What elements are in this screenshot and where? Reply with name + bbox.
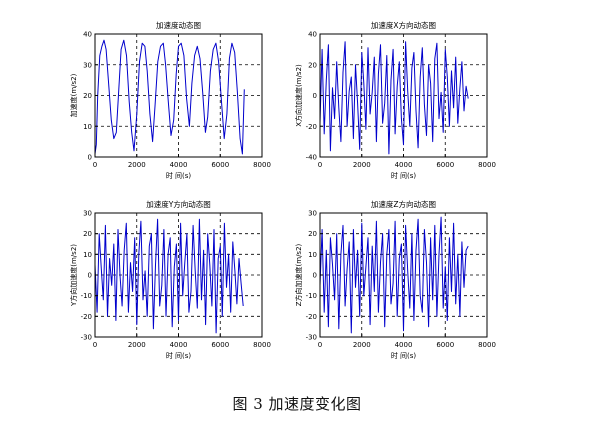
y-axis-label: X方向加速度(m/s2) [294, 64, 303, 127]
y-tick-label: 0 [313, 92, 317, 100]
y-tick-label: 10 [83, 251, 92, 259]
y-tick-label: -10 [306, 292, 317, 300]
y-tick-label: 20 [83, 92, 92, 100]
series-line-1 [319, 41, 469, 155]
y-tick-label: 10 [83, 123, 92, 131]
x-tick-label: 4000 [170, 161, 188, 169]
series-line-1 [94, 39, 245, 155]
y-tick-label: 10 [308, 251, 317, 259]
x-tick-label: 6000 [436, 341, 454, 349]
series-line-1 [319, 216, 469, 334]
x-tick-label: 0 [318, 341, 322, 349]
x-tick-label: 2000 [353, 161, 371, 169]
x-axis-label: 时 间(s) [166, 351, 192, 360]
y-axis-label: 加速度(m/s2) [69, 73, 78, 117]
x-tick-label: 8000 [253, 161, 271, 169]
x-tick-label: 8000 [253, 341, 271, 349]
y-tick-label: -20 [306, 313, 317, 321]
y-tick-label: -30 [306, 334, 317, 342]
x-tick-label: 4000 [395, 161, 413, 169]
y-tick-label: 20 [83, 230, 92, 238]
x-axis-label: 时 间(s) [391, 171, 417, 180]
x-tick-label: 6000 [436, 161, 454, 169]
y-tick-label: -40 [306, 154, 317, 162]
x-tick-label: 2000 [128, 161, 146, 169]
x-tick-label: 8000 [478, 341, 496, 349]
chart-panel-3: 0 2000 4000 6000 8000 -30 -20 -10 0 10 20 30 加速度Y方向动… [69, 199, 271, 360]
series-line-1 [94, 218, 244, 334]
chart-title: 加速度Z方向动态图 [371, 199, 436, 209]
y-tick-label: -10 [81, 292, 92, 300]
y-tick-label: -20 [81, 313, 92, 321]
x-tick-label: 6000 [211, 161, 229, 169]
x-tick-label: 2000 [353, 341, 371, 349]
y-tick-label: 0 [88, 154, 92, 162]
y-tick-label: 30 [83, 61, 92, 69]
y-tick-label: -20 [306, 123, 317, 131]
x-tick-label: 4000 [170, 341, 188, 349]
x-tick-label: 6000 [211, 341, 229, 349]
y-tick-label: -30 [81, 334, 92, 342]
y-tick-label: 40 [83, 31, 92, 39]
y-tick-label: 20 [308, 61, 317, 69]
x-tick-label: 8000 [478, 161, 496, 169]
y-tick-label: 20 [308, 230, 317, 238]
x-tick-label: 0 [318, 161, 322, 169]
y-tick-label: 40 [308, 31, 317, 39]
y-tick-label: 0 [88, 272, 92, 280]
chart-panel-4: 0 2000 4000 6000 8000 -30 -20 -10 0 10 20 30 加速度Z方向动… [294, 199, 496, 360]
y-axis-label: Z方向加速度(m/s2) [294, 243, 303, 306]
x-tick-label: 0 [93, 341, 97, 349]
y-axis-label: Y方向加速度(m/s2) [69, 244, 78, 307]
x-tick-label: 4000 [395, 341, 413, 349]
x-axis-label: 时 间(s) [391, 351, 417, 360]
chart-title: 加速度Y方向动态图 [146, 199, 211, 209]
y-tick-label: 30 [308, 210, 317, 218]
figure-caption: 图 3 加速度变化图 [232, 395, 362, 413]
chart-title: 加速度X方向动态图 [371, 20, 436, 30]
x-tick-label: 2000 [128, 341, 146, 349]
y-tick-label: 0 [313, 272, 317, 280]
y-tick-label: 30 [83, 210, 92, 218]
x-axis-label: 时 间(s) [166, 171, 192, 180]
x-tick-label: 0 [93, 161, 97, 169]
chart-title: 加速度动态图 [156, 20, 201, 30]
